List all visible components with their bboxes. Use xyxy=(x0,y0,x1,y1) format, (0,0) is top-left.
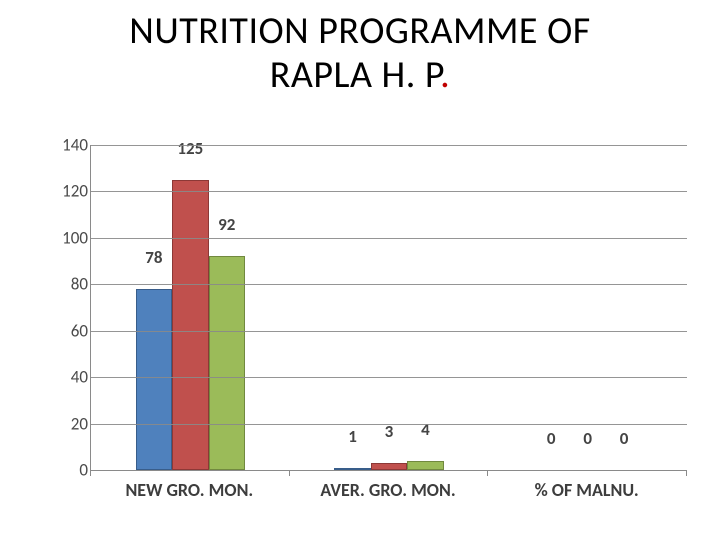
slide-title: NUTRITION PROGRAMME OF RAPLA H. P. xyxy=(0,10,720,97)
slide: NUTRITION PROGRAMME OF RAPLA H. P. 78125… xyxy=(0,0,720,540)
bar xyxy=(136,289,172,470)
bar-value-label: 125 xyxy=(172,138,208,159)
x-tick xyxy=(487,471,488,476)
bar-group: 000 xyxy=(533,145,642,470)
gridline xyxy=(91,331,687,332)
bar xyxy=(334,468,370,470)
bar xyxy=(407,461,443,470)
title-dot: . xyxy=(440,52,450,98)
gridline xyxy=(91,238,687,239)
plot-area: 7812592134000 xyxy=(90,145,687,471)
y-tick-label: 60 xyxy=(48,320,88,341)
bar-value-label: 0 xyxy=(533,428,569,449)
bar-group: 7812592 xyxy=(136,145,245,470)
category-label: % OF MALNU. xyxy=(487,479,687,501)
y-tick-label: 120 xyxy=(48,181,88,202)
category-label: NEW GRO. MON. xyxy=(89,479,289,501)
gridline xyxy=(91,424,687,425)
bar xyxy=(209,256,245,470)
y-tick-label: 40 xyxy=(48,367,88,388)
y-tick-label: 100 xyxy=(48,227,88,248)
x-tick xyxy=(90,471,91,476)
bar-groups: 7812592134000 xyxy=(91,145,687,470)
gridline xyxy=(91,145,687,146)
y-tick-label: 0 xyxy=(48,460,88,481)
gridline xyxy=(91,377,687,378)
bar xyxy=(371,463,407,470)
bar xyxy=(172,180,208,470)
y-tick-label: 80 xyxy=(48,274,88,295)
title-line1: NUTRITION PROGRAMME OF xyxy=(129,8,590,54)
y-tick-label: 20 xyxy=(48,413,88,434)
bar-chart: 7812592134000 NEW GRO. MON.AVER. GRO. MO… xyxy=(48,145,688,515)
bar-value-label: 0 xyxy=(569,428,605,449)
y-tick-label: 140 xyxy=(48,135,88,156)
gridline xyxy=(91,284,687,285)
bar-value-label: 78 xyxy=(136,247,172,268)
bar-value-label: 0 xyxy=(606,428,642,449)
bar-value-label: 1 xyxy=(334,426,370,447)
title-line2: RAPLA H. P xyxy=(270,52,440,98)
category-labels: NEW GRO. MON.AVER. GRO. MON.% OF MALNU. xyxy=(90,471,686,511)
bar-value-label: 92 xyxy=(209,214,245,235)
category-label: AVER. GRO. MON. xyxy=(288,479,488,501)
bar-group: 134 xyxy=(334,145,443,470)
x-tick xyxy=(289,471,290,476)
gridline xyxy=(91,191,687,192)
x-tick xyxy=(686,471,687,476)
bar-value-label: 4 xyxy=(407,419,443,440)
